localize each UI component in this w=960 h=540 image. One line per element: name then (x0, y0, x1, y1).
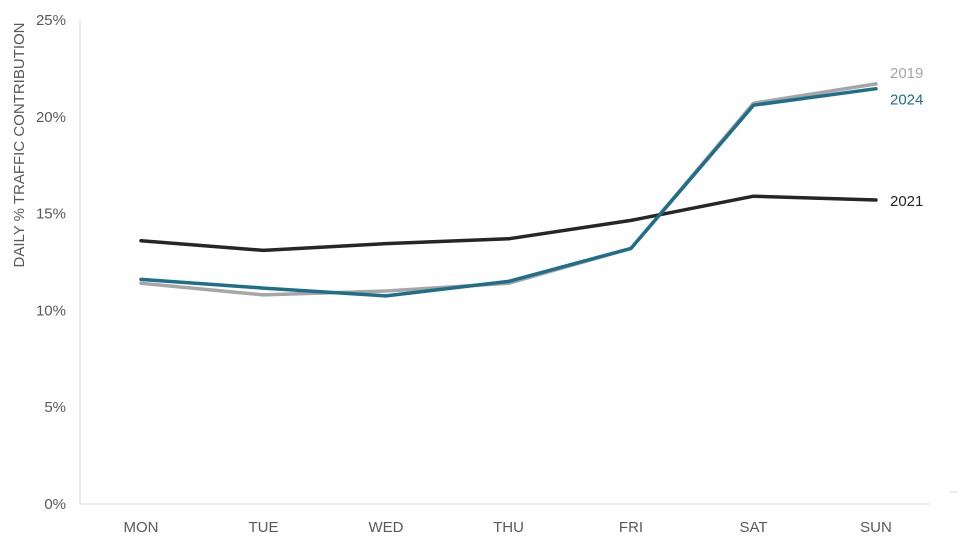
series-line-2024 (139, 86, 878, 298)
series-label-2021: 2021 (890, 193, 923, 210)
y-tick-label: 15% (36, 206, 66, 223)
x-tick-labels: MON TUE WED THU FRI SAT SUN (124, 519, 892, 536)
y-tick-label: 10% (36, 302, 66, 319)
y-tick-label: 5% (44, 399, 66, 416)
y-tick-label: 0% (44, 496, 66, 513)
series-labels: 2019 2021 2024 (890, 65, 923, 210)
x-tick-label: MON (124, 519, 159, 536)
y-tick-labels: 0% 5% 10% 15% 20% 25% (36, 12, 66, 513)
x-tick-label: SAT (739, 519, 767, 536)
y-tick-label: 20% (36, 109, 66, 126)
x-tick-label: THU (493, 519, 524, 536)
x-tick-label: FRI (619, 519, 643, 536)
series-lines (139, 82, 878, 298)
x-tick-label: SUN (860, 519, 892, 536)
x-tick-label: TUE (249, 519, 279, 536)
series-line-2019 (139, 82, 878, 297)
series-label-2024: 2024 (890, 92, 923, 109)
y-axis-title: DAILY % TRAFFIC CONTRIBUTION (11, 22, 28, 267)
series-line-2021 (139, 194, 878, 253)
series-label-2019: 2019 (890, 65, 923, 82)
x-tick-label: WED (369, 519, 404, 536)
y-tick-label: 25% (36, 12, 66, 29)
